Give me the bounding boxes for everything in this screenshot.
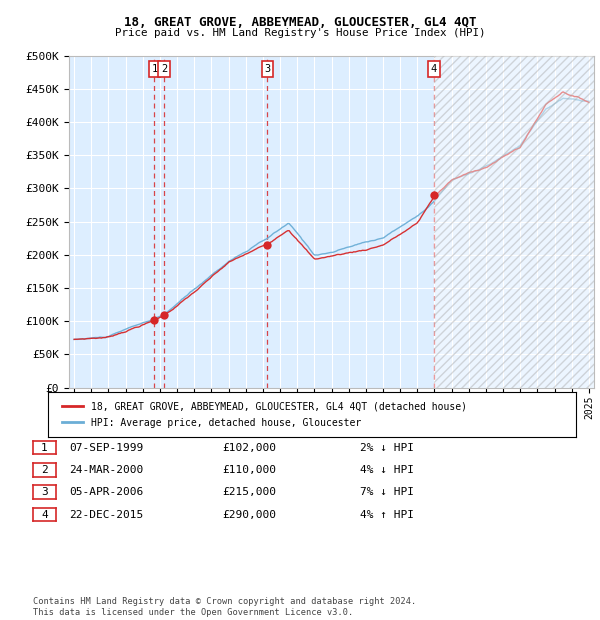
Text: 1: 1 (41, 443, 48, 453)
Text: 3: 3 (41, 487, 48, 497)
Text: £102,000: £102,000 (222, 443, 276, 453)
Text: 2% ↓ HPI: 2% ↓ HPI (360, 443, 414, 453)
Text: £110,000: £110,000 (222, 465, 276, 475)
Text: 3: 3 (264, 64, 271, 74)
Text: 4: 4 (41, 510, 48, 520)
Text: Contains HM Land Registry data © Crown copyright and database right 2024.
This d: Contains HM Land Registry data © Crown c… (33, 598, 416, 617)
Text: 07-SEP-1999: 07-SEP-1999 (69, 443, 143, 453)
Text: 4% ↓ HPI: 4% ↓ HPI (360, 465, 414, 475)
Text: 2: 2 (161, 64, 167, 74)
Text: 22-DEC-2015: 22-DEC-2015 (69, 510, 143, 520)
Text: £215,000: £215,000 (222, 487, 276, 497)
Text: 7% ↓ HPI: 7% ↓ HPI (360, 487, 414, 497)
Text: £290,000: £290,000 (222, 510, 276, 520)
Text: Price paid vs. HM Land Registry's House Price Index (HPI): Price paid vs. HM Land Registry's House … (115, 28, 485, 38)
Text: 1: 1 (151, 64, 158, 74)
Legend: 18, GREAT GROVE, ABBEYMEAD, GLOUCESTER, GL4 4QT (detached house), HPI: Average p: 18, GREAT GROVE, ABBEYMEAD, GLOUCESTER, … (58, 398, 471, 432)
Text: 4: 4 (431, 64, 437, 74)
Text: 4% ↑ HPI: 4% ↑ HPI (360, 510, 414, 520)
Text: 18, GREAT GROVE, ABBEYMEAD, GLOUCESTER, GL4 4QT: 18, GREAT GROVE, ABBEYMEAD, GLOUCESTER, … (124, 16, 476, 29)
Bar (434, 49, 598, 388)
Text: 24-MAR-2000: 24-MAR-2000 (69, 465, 143, 475)
Text: 2: 2 (41, 465, 48, 475)
Text: 05-APR-2006: 05-APR-2006 (69, 487, 143, 497)
